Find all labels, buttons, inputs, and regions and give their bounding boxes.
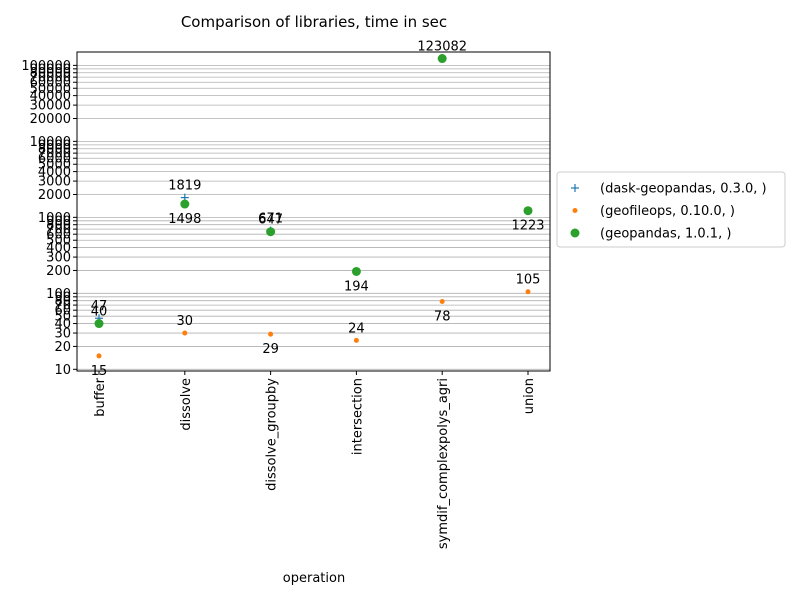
- y-tick-label: 9000: [38, 138, 71, 153]
- data-point: [94, 319, 104, 329]
- data-point: [268, 331, 274, 337]
- x-axis-ticks: buffer dissolve dissolve_groupby intersecti…: [93, 371, 537, 549]
- x-tick-label: symdif_complexpolys_agri: [436, 378, 451, 549]
- y-tick-label: 800: [46, 218, 71, 233]
- y-tick-label: 10: [54, 363, 71, 378]
- x-tick-label: dissolve_groupby: [265, 378, 280, 491]
- data-label: 123082: [417, 40, 467, 55]
- legend-marker: [571, 184, 579, 192]
- chart-title: Comparison of libraries, time in sec: [181, 13, 447, 31]
- y-tick-label: 50000: [30, 82, 71, 97]
- data-label: 40: [91, 305, 108, 320]
- y-tick-label: 90: [54, 290, 71, 305]
- y-tick-label: 20: [54, 340, 71, 355]
- y-tick-label: 3000: [38, 175, 71, 190]
- data-point: [180, 199, 190, 209]
- x-tick-label: union: [522, 378, 537, 414]
- y-tick-label: 600: [46, 228, 71, 243]
- y-tick-label: 80: [54, 294, 71, 309]
- data-points: [94, 54, 533, 359]
- data-label: 1223: [511, 219, 544, 234]
- plot-area: [76, 51, 551, 372]
- data-label: 29: [262, 342, 279, 357]
- y-tick-label: 10000: [30, 135, 71, 150]
- legend-marker: [572, 208, 578, 213]
- y-tick-label: 50: [54, 310, 71, 325]
- data-point: [96, 353, 102, 359]
- x-tick-label: intersection: [350, 378, 365, 455]
- data-label: 105: [516, 273, 541, 288]
- y-tick-label: 40000: [30, 89, 71, 104]
- y-tick-label: 4000: [38, 165, 71, 180]
- data-label: 30: [177, 314, 194, 329]
- y-axis-ticks: 1020304050607080901002003004005006007008…: [21, 59, 77, 378]
- y-tick-label: 60: [54, 304, 71, 319]
- legend-label: (geopandas, 1.0.1, ): [600, 227, 731, 242]
- data-point: [437, 54, 447, 64]
- legend-marker: [570, 228, 580, 238]
- y-tick-label: 7000: [38, 147, 71, 162]
- y-tick-label: 5000: [38, 158, 71, 173]
- x-axis-label: operation: [283, 571, 345, 586]
- x-tick-label: dissolve: [179, 378, 194, 431]
- data-label: 1498: [168, 212, 201, 227]
- data-label: 647: [258, 213, 283, 228]
- y-tick-label: 100: [46, 287, 71, 302]
- data-label: 671: [258, 212, 283, 227]
- data-point: [266, 227, 276, 237]
- data-label: 78: [434, 310, 451, 325]
- y-tick-label: 1000: [38, 211, 71, 226]
- data-point: [523, 206, 533, 216]
- y-tick-label: 70: [54, 299, 71, 314]
- legend: (dask-geopandas, 0.3.0, ) (geofileops, 0.…: [556, 171, 786, 248]
- y-tick-label: 2000: [38, 188, 71, 203]
- data-label: 194: [344, 279, 369, 294]
- y-tick-label: 70000: [30, 71, 71, 86]
- y-tick-label: 300: [46, 251, 71, 266]
- legend-label: (geofileops, 0.10.0, ): [600, 204, 735, 219]
- y-tick-label: 400: [46, 241, 71, 256]
- data-point: [351, 266, 361, 276]
- x-tick-label: buffer: [93, 377, 108, 416]
- y-tick-label: 30: [54, 327, 71, 342]
- y-tick-label: 900: [46, 214, 71, 229]
- y-tick-label: 6000: [38, 152, 71, 167]
- y-tick-label: 30000: [30, 99, 71, 114]
- data-label: 24: [348, 321, 365, 336]
- y-tick-label: 40: [54, 317, 71, 332]
- legend-box: [556, 171, 786, 248]
- y-tick-label: 20000: [30, 112, 71, 127]
- y-tick-label: 90000: [30, 62, 71, 77]
- y-tick-label: 500: [46, 234, 71, 249]
- y-tick-label: 100000: [21, 59, 71, 74]
- data-label: 1819: [168, 179, 201, 194]
- y-tick-label: 700: [46, 223, 71, 238]
- y-tick-label: 80000: [30, 66, 71, 81]
- data-point: [439, 299, 445, 305]
- data-label: 47: [91, 299, 108, 314]
- data-point: [353, 337, 359, 343]
- data-point: [525, 289, 531, 295]
- data-point: [182, 330, 188, 336]
- legend-label: (dask-geopandas, 0.3.0, ): [600, 182, 767, 197]
- y-tick-label: 200: [46, 264, 71, 279]
- y-tick-label: 60000: [30, 76, 71, 91]
- grid-lines: [77, 64, 550, 370]
- y-tick-label: 8000: [38, 142, 71, 157]
